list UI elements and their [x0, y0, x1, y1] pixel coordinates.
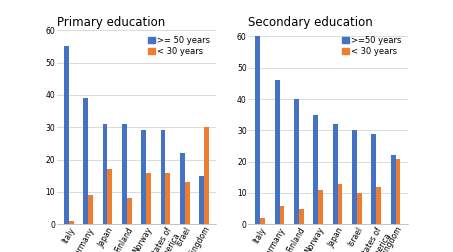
Bar	[337, 184, 342, 224]
Bar	[185, 182, 190, 224]
Legend: >=50 years, < 30 years: >=50 years, < 30 years	[341, 35, 404, 57]
Bar	[318, 190, 323, 224]
Legend: >= 50 years, < 30 years: >= 50 years, < 30 years	[146, 35, 212, 57]
Bar	[204, 127, 209, 224]
Bar	[64, 46, 69, 224]
Bar	[165, 173, 170, 224]
Bar	[107, 169, 112, 224]
Bar	[294, 99, 299, 224]
Bar	[376, 187, 381, 224]
Bar	[280, 205, 284, 224]
Bar	[255, 37, 260, 224]
Bar	[88, 195, 93, 224]
Bar	[141, 131, 146, 224]
Bar	[69, 221, 73, 224]
Bar	[299, 209, 304, 224]
Bar	[275, 80, 280, 224]
Bar	[260, 218, 265, 224]
Bar	[180, 153, 185, 224]
Bar	[199, 176, 204, 224]
Bar	[127, 198, 131, 224]
Bar	[395, 159, 400, 224]
Bar	[357, 193, 362, 224]
Bar	[352, 130, 357, 224]
Bar	[102, 124, 107, 224]
Bar	[146, 173, 151, 224]
Bar	[371, 134, 376, 224]
Text: Primary education: Primary education	[57, 16, 165, 29]
Bar	[313, 115, 318, 224]
Text: Secondary education: Secondary education	[248, 16, 373, 29]
Bar	[122, 124, 127, 224]
Bar	[83, 98, 88, 224]
Bar	[391, 155, 395, 224]
Bar	[333, 124, 337, 224]
Bar	[161, 131, 165, 224]
